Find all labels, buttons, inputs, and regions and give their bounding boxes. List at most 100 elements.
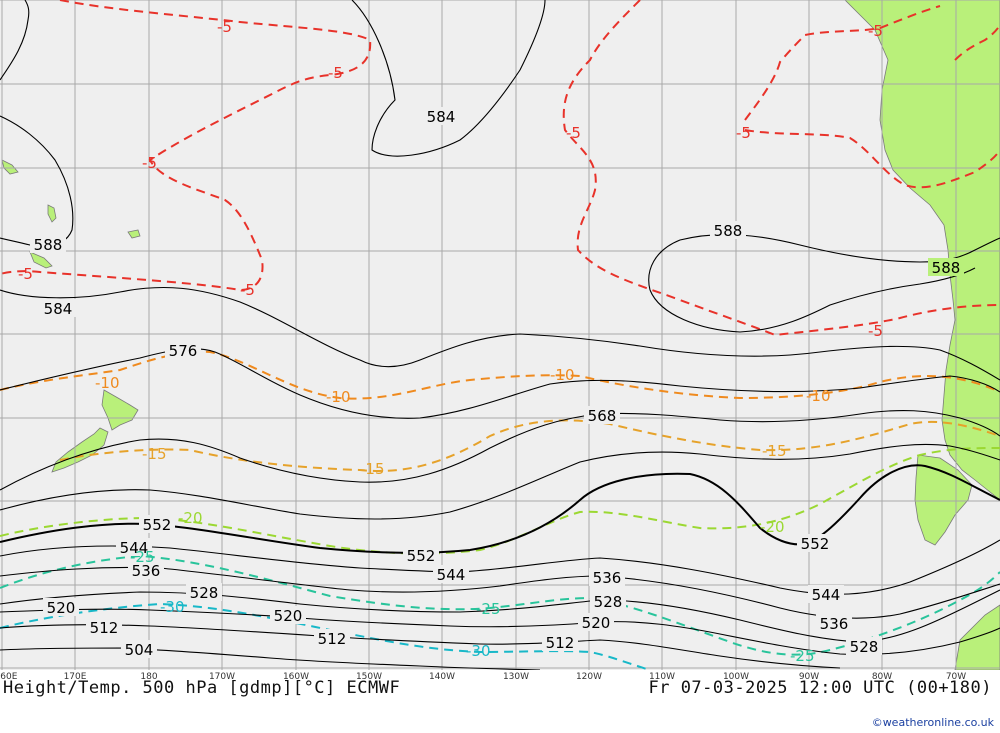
temp-label: -25 <box>790 647 815 665</box>
map-title: Height/Temp. 500 hPa [gdmp][°C] ECMWF <box>3 678 401 698</box>
height-label: 552 <box>407 547 436 565</box>
temp-labels-minus15: -15 -15 -15 <box>142 442 787 478</box>
isotherm-minus20 <box>0 447 1000 555</box>
temp-label: -5 <box>736 124 751 142</box>
height-contours <box>0 0 1000 670</box>
contour-584-north <box>351 0 546 157</box>
contour-520 <box>0 608 1000 656</box>
lon-tick-label: 130W <box>502 672 530 682</box>
temp-label: -5 <box>142 154 157 172</box>
isotherm-minus15 <box>59 419 1000 472</box>
height-label: 536 <box>820 615 849 633</box>
land-vanuatu <box>47 204 57 223</box>
forecast-time: Fr 07-03-2025 12:00 UTC (00+180) <box>648 678 992 698</box>
land-south-america <box>844 0 1000 501</box>
temp-labels-minus5: -5 -5 -5 -5 -5 -5 -5 -5 -5 <box>18 18 883 340</box>
land-new-caledonia <box>29 251 53 269</box>
caption-bar <box>0 670 1000 733</box>
height-label: 568 <box>588 407 617 425</box>
height-label: 544 <box>120 539 149 557</box>
height-label: 520 <box>47 599 76 617</box>
longitude-axis: 160E 170E 180 170W 160W 150W 140W 130W 1… <box>0 672 1000 684</box>
contour-536 <box>0 566 1000 619</box>
height-label: 528 <box>190 584 219 602</box>
temp-labels-minus20: -20 -20 <box>178 509 785 536</box>
lon-tick-label: 170E <box>63 672 87 682</box>
lon-tick-label: 140W <box>428 672 456 682</box>
contour-584-west <box>0 0 30 81</box>
temp-label: -5 <box>328 64 343 82</box>
contour-504 <box>0 647 541 670</box>
height-label: 520 <box>582 614 611 632</box>
isotherm-minus10 <box>0 350 1000 400</box>
land-solomon <box>1 159 19 175</box>
temp-label: -10 <box>326 388 351 406</box>
height-label: 536 <box>132 562 161 580</box>
lon-tick-label: 120W <box>575 672 603 682</box>
temp-label: -20 <box>760 518 785 536</box>
temp-label: -10 <box>550 366 575 384</box>
height-label: 512 <box>318 630 347 648</box>
contour-588-west <box>0 115 74 247</box>
lon-tick-label: 160E <box>0 672 18 682</box>
temp-label: -5 <box>217 18 232 36</box>
contour-512 <box>0 624 841 669</box>
lon-tick-label: 90W <box>798 672 820 682</box>
height-label: 512 <box>90 619 119 637</box>
height-label: 536 <box>593 569 622 587</box>
lon-tick-label: 160W <box>282 672 310 682</box>
height-label: 588 <box>34 236 63 254</box>
credit-link[interactable]: ©weatheronline.co.uk <box>871 716 994 729</box>
temp-label: -5 <box>566 124 581 142</box>
temp-label: -15 <box>762 442 787 460</box>
temp-label: -10 <box>806 387 831 405</box>
height-label: 576 <box>169 342 198 360</box>
height-label: 552 <box>801 535 830 553</box>
contour-544 <box>0 539 1000 595</box>
temp-label: -30 <box>160 598 185 616</box>
contour-528 <box>0 589 1000 643</box>
height-label: 528 <box>850 638 879 656</box>
height-label: 588 <box>714 222 743 240</box>
temp-label: -30 <box>466 642 491 660</box>
lon-tick-label: 80W <box>871 672 893 682</box>
height-label: 552 <box>143 516 172 534</box>
height-label: 584 <box>44 300 73 318</box>
land-new-zealand-north <box>101 389 139 431</box>
temp-label: -20 <box>178 509 203 527</box>
height-label: 528 <box>594 593 623 611</box>
height-labels: 584 588 588 584 588 576 568 552 552 552 … <box>30 107 964 659</box>
contour-560 <box>0 443 1000 520</box>
temp-labels-minus25: -25 -25 -25 <box>130 548 815 665</box>
height-label: 504 <box>125 641 154 659</box>
lon-tick-label: 150W <box>355 672 383 682</box>
temp-label: -10 <box>95 374 120 392</box>
temp-labels-minus10: -10 -10 -10 -10 <box>95 366 831 406</box>
height-label: 512 <box>546 634 575 652</box>
contour-588-loop <box>649 267 976 333</box>
land-new-zealand-south <box>51 427 109 473</box>
temp-label: -25 <box>130 548 155 566</box>
height-label: 520 <box>274 607 303 625</box>
height-label: 588 <box>932 259 961 277</box>
height-label: 584 <box>427 108 456 126</box>
contour-584 <box>0 286 1000 381</box>
contour-568 <box>0 409 1000 491</box>
weather-map: 584 588 588 584 588 576 568 552 552 552 … <box>0 0 1000 670</box>
temp-labels-minus30: -30 -30 <box>160 598 491 660</box>
land-fiji <box>127 229 141 239</box>
temp-label: -5 <box>240 281 255 299</box>
contour-588-east <box>648 234 1000 291</box>
temp-label: -5 <box>18 265 33 283</box>
height-label: 544 <box>437 566 466 584</box>
temp-label: -25 <box>476 600 501 618</box>
lon-tick-label: 70W <box>945 672 967 682</box>
contour-552 <box>0 464 1000 554</box>
temp-label: -15 <box>142 445 167 463</box>
temp-label: -15 <box>360 460 385 478</box>
lon-tick-label: 170W <box>208 672 236 682</box>
isotherm-minus30 <box>0 602 651 670</box>
lon-tick-label: 110W <box>648 672 676 682</box>
lon-tick-label: 180 <box>140 672 158 682</box>
height-label: 544 <box>812 586 841 604</box>
